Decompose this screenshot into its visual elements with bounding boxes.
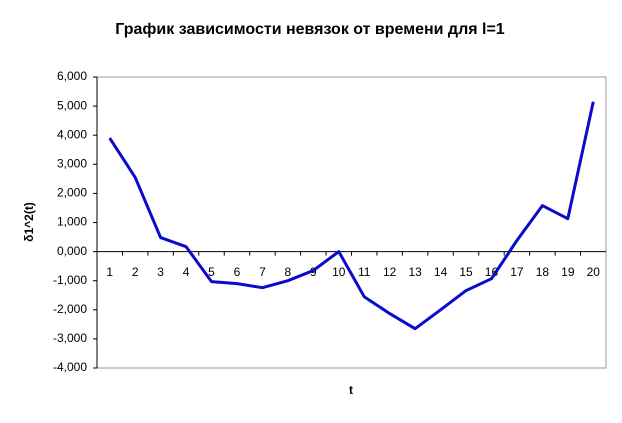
y-tick-label: 1,000 xyxy=(57,215,87,229)
x-tick-label: 3 xyxy=(157,265,164,279)
x-tick-label: 12 xyxy=(383,265,397,279)
y-tick-label: 2,000 xyxy=(57,186,87,200)
x-tick-label: 10 xyxy=(332,265,346,279)
x-tick-label: 6 xyxy=(234,265,241,279)
y-tick-label: -2,000 xyxy=(53,302,87,316)
x-tick-label: 18 xyxy=(536,265,550,279)
y-tick-label: 3,000 xyxy=(57,156,87,170)
y-tick-label: -3,000 xyxy=(53,331,87,345)
x-tick-label: 2 xyxy=(132,265,139,279)
y-tick-label: 0,000 xyxy=(57,244,87,258)
x-tick-label: 15 xyxy=(459,265,473,279)
x-tick-label: 1 xyxy=(106,265,113,279)
x-tick-label: 13 xyxy=(408,265,422,279)
x-tick-label: 11 xyxy=(358,265,371,279)
x-tick-label: 14 xyxy=(434,265,448,279)
x-tick-label: 5 xyxy=(208,265,215,279)
x-tick-label: 7 xyxy=(259,265,266,279)
y-tick-label: 6,000 xyxy=(57,69,87,83)
y-axis-label: δ1^2(t) xyxy=(22,202,36,242)
y-tick-label: -4,000 xyxy=(53,360,87,374)
x-tick-label: 20 xyxy=(587,265,601,279)
x-axis-label: t xyxy=(349,383,353,397)
chart-title: График зависимости невязок от времени дл… xyxy=(115,21,505,38)
y-tick-label: 5,000 xyxy=(57,98,87,112)
x-tick-label: 17 xyxy=(510,265,524,279)
x-tick-label: 8 xyxy=(285,265,292,279)
y-tick-label: -1,000 xyxy=(53,273,87,287)
data-line xyxy=(108,101,595,331)
x-tick-label: 19 xyxy=(561,265,575,279)
y-tick-label: 4,000 xyxy=(57,127,87,141)
x-tick-label: 4 xyxy=(183,265,190,279)
